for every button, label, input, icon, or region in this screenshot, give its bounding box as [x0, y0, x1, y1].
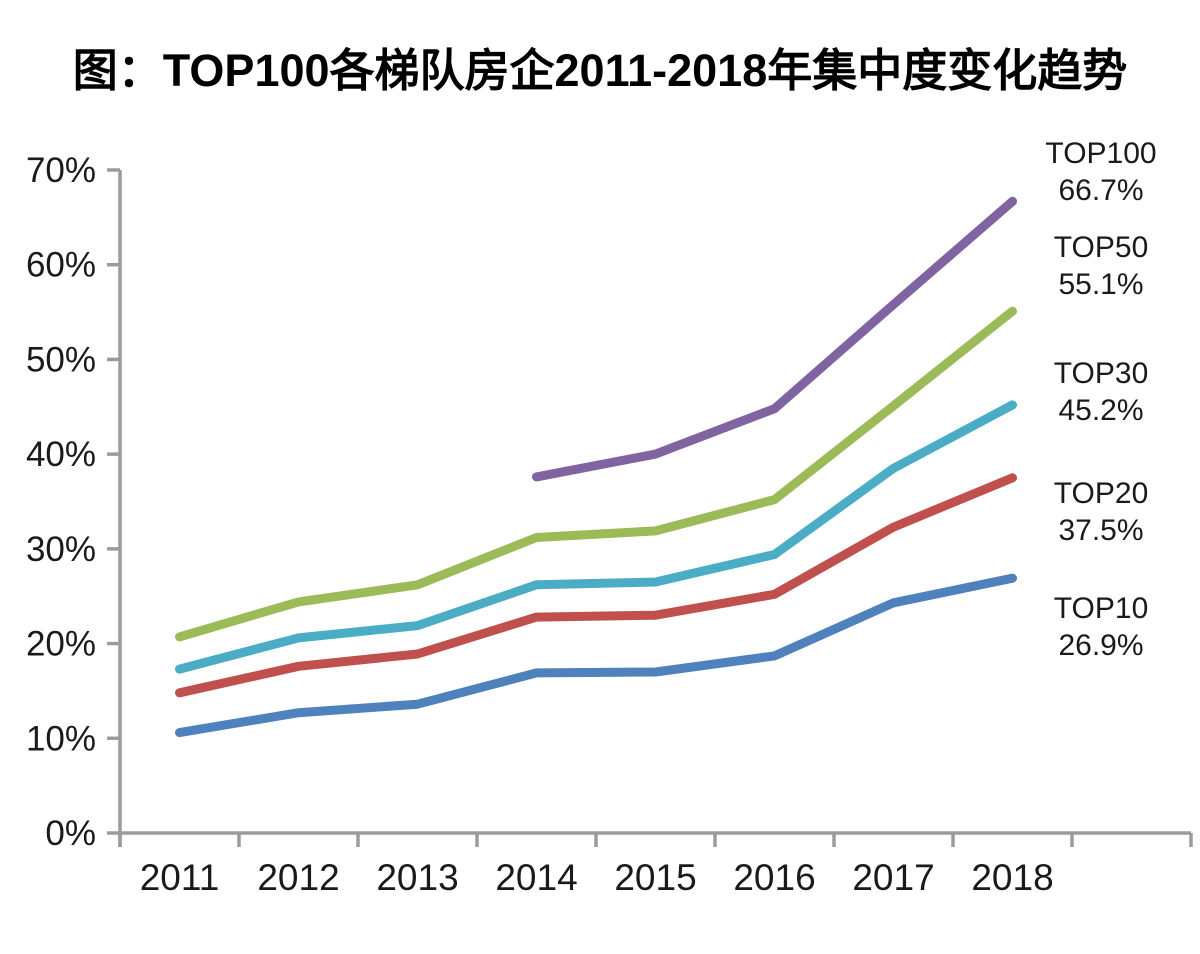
x-tick-label-2015: 2015	[614, 857, 696, 898]
y-tick-label: 60%	[26, 246, 96, 285]
y-tick-label: 0%	[45, 814, 96, 853]
y-tick-label: 30%	[26, 530, 96, 569]
y-tick-label: 70%	[26, 151, 96, 190]
series-line-top50	[175, 306, 1017, 642]
series-line-top10	[175, 573, 1017, 738]
y-tick-label: 10%	[26, 719, 96, 758]
x-tick-label-2011: 2011	[140, 857, 220, 898]
y-tick-label: 20%	[26, 625, 96, 664]
chart-title: 图：TOP100各梯队房企2011-2018年集中度变化趋势	[72, 45, 1128, 96]
series-line-top30	[175, 400, 1017, 674]
x-tick-label-2013: 2013	[376, 857, 458, 898]
y-tick-label: 40%	[26, 435, 96, 474]
series-line-top20	[175, 473, 1017, 698]
x-tick-label-2016: 2016	[733, 857, 815, 898]
x-tick-label-2017: 2017	[852, 857, 934, 898]
x-tick-label-2018: 2018	[971, 857, 1053, 898]
x-tick-label-2014: 2014	[495, 857, 577, 898]
x-tick-label-2012: 2012	[257, 857, 339, 898]
y-tick-label: 50%	[26, 340, 96, 379]
series-line-top100	[532, 196, 1017, 482]
